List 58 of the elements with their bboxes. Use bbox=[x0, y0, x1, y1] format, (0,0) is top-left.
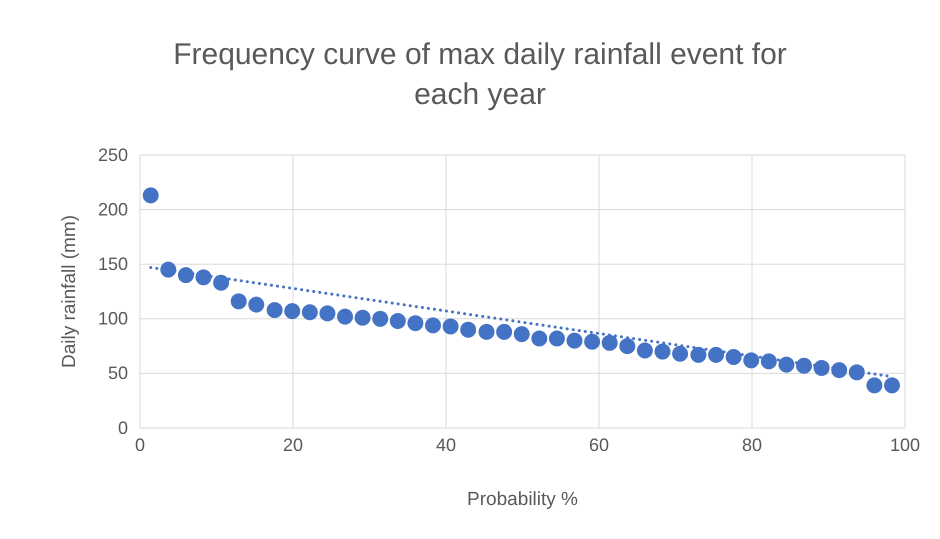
point bbox=[337, 308, 353, 325]
point bbox=[584, 334, 600, 350]
y-tick-label: 50 bbox=[108, 363, 128, 384]
point bbox=[566, 332, 582, 349]
x-tick-label: 40 bbox=[436, 434, 456, 455]
point bbox=[760, 353, 777, 370]
point bbox=[866, 377, 882, 394]
x-tick-label: 100 bbox=[890, 434, 920, 455]
point bbox=[848, 364, 865, 380]
point bbox=[354, 310, 371, 326]
point bbox=[814, 360, 830, 376]
point bbox=[160, 262, 176, 278]
point bbox=[178, 267, 194, 284]
point bbox=[213, 274, 230, 291]
point bbox=[319, 305, 336, 322]
point bbox=[142, 187, 159, 204]
point bbox=[690, 346, 706, 363]
point bbox=[636, 342, 653, 358]
y-tick-label: 150 bbox=[98, 254, 128, 274]
point bbox=[619, 338, 636, 354]
point bbox=[884, 377, 900, 394]
point bbox=[514, 326, 530, 342]
point bbox=[708, 346, 724, 363]
x-tick-label: 20 bbox=[282, 434, 304, 455]
point bbox=[390, 313, 406, 329]
point bbox=[196, 269, 212, 286]
point bbox=[548, 330, 565, 346]
point bbox=[442, 318, 459, 334]
point bbox=[672, 346, 688, 362]
x-axis-title: Probability % bbox=[467, 489, 578, 510]
y-tick-label: 0 bbox=[118, 418, 128, 438]
point bbox=[284, 303, 300, 320]
x-tick-label: 60 bbox=[588, 434, 610, 455]
x-tick-label: 0 bbox=[134, 434, 146, 455]
point bbox=[496, 324, 512, 340]
chart-title: Frequency curve of max daily rainfall event for each year bbox=[173, 38, 787, 111]
point bbox=[407, 315, 424, 332]
point bbox=[796, 358, 812, 374]
point bbox=[654, 344, 670, 360]
point bbox=[726, 349, 742, 365]
point bbox=[302, 304, 318, 320]
point bbox=[425, 317, 441, 334]
point bbox=[778, 356, 794, 373]
y-tick-label: 250 bbox=[98, 144, 128, 165]
point bbox=[831, 362, 848, 378]
point bbox=[478, 324, 495, 340]
point bbox=[230, 293, 247, 310]
y-axis-title: Daily rainfall (mm) bbox=[59, 214, 80, 368]
point bbox=[531, 330, 548, 346]
y-tick-label: 200 bbox=[98, 199, 128, 220]
x-tick-label: 80 bbox=[742, 434, 762, 455]
point bbox=[743, 352, 760, 368]
point bbox=[372, 310, 388, 327]
point bbox=[248, 296, 264, 313]
point bbox=[460, 322, 476, 338]
point bbox=[266, 302, 283, 318]
point bbox=[602, 334, 618, 351]
y-tick-label: 100 bbox=[98, 308, 128, 329]
